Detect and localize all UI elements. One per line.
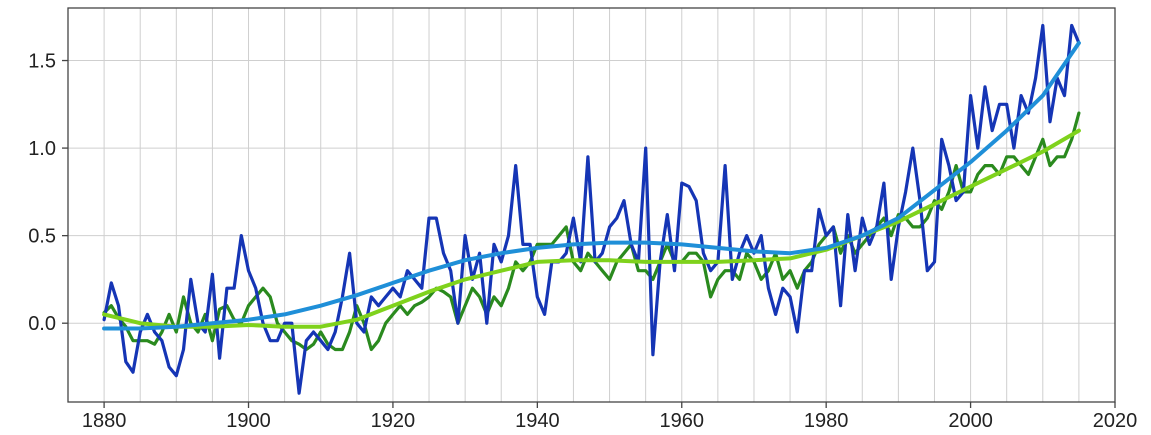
y-tick-label: 0.5 [28,226,56,248]
x-tick-label: 2000 [948,410,993,432]
x-tick-label: 1980 [804,410,849,432]
grid-lines [68,8,1115,402]
y-tick-label: 1.0 [28,138,56,160]
smoothed-trend-line [102,128,1081,329]
x-tick-label: 1920 [371,410,416,432]
x-tick-label: 1900 [226,410,271,432]
x-tick-label: 1960 [660,410,705,432]
x-axis-ticks: 1880 1900 1920 1940 1960 1980 2000 2020 [82,402,1137,432]
plot-frame [67,7,1116,403]
annual-series-line [102,23,1081,395]
smoothed-trend-line [102,41,1081,331]
y-tick-label: 0.0 [28,313,56,335]
x-tick-label: 2020 [1093,410,1138,432]
y-tick-label: 1.5 [28,51,56,73]
annual-series-line [102,111,1081,352]
y-axis-ticks: 0.0 0.5 1.0 1.5 [28,51,68,335]
series-lines [102,23,1081,395]
x-tick-label: 1940 [515,410,560,432]
x-tick-label: 1880 [82,410,127,432]
